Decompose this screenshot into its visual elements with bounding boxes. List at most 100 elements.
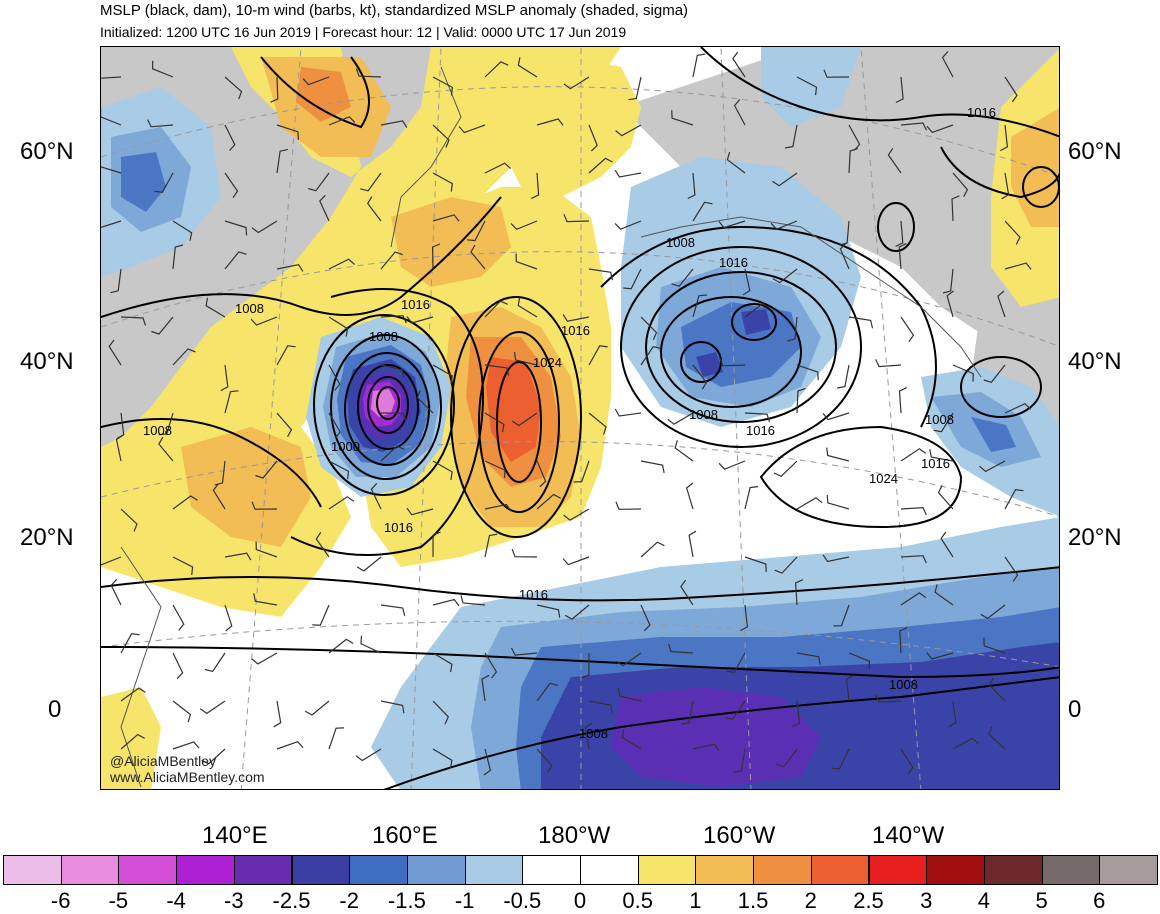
wind-barb: [224, 220, 248, 236]
wind-barb: [581, 652, 590, 679]
wind-barb: [328, 364, 341, 391]
wind-barb: [588, 157, 613, 174]
wind-barb: [826, 494, 850, 510]
wind-barb: [484, 364, 510, 376]
colorbar-tick-label: 0: [573, 888, 587, 913]
anomaly-pos-10-japan: [181, 427, 311, 547]
wind-barb: [617, 687, 642, 702]
wind-barb: [1004, 220, 1021, 245]
colorbar-cell: [1099, 855, 1158, 885]
wind-barb: [172, 220, 193, 241]
wind-barb: [900, 555, 927, 564]
wind-barb: [744, 485, 759, 510]
wind-barb: [900, 316, 915, 343]
wind-barb: [360, 172, 382, 192]
wind-barb: [875, 359, 902, 368]
wind-barb: [432, 598, 460, 607]
wind-barb: [276, 345, 296, 366]
colorbar-tick-label: 1: [689, 888, 702, 913]
wind-barb: [172, 652, 184, 680]
contour-label: 1016: [719, 255, 748, 270]
colorbar-tick-label: 4: [977, 888, 991, 913]
wind-barb: [983, 637, 1006, 654]
map-title: MSLP (black, dam), 10-m wind (barbs, kt)…: [100, 2, 689, 19]
wind-barb: [623, 268, 642, 290]
colorbar-cell: [810, 855, 870, 885]
lon-label-160w: 160°W: [703, 822, 776, 849]
colorbar-tick-label: -6: [50, 888, 71, 913]
wind-barb: [742, 268, 751, 296]
wind-barb: [942, 268, 954, 294]
wind-barb: [273, 700, 282, 728]
wind-barb: [733, 99, 746, 126]
wind-barb: [101, 166, 122, 174]
anomaly-pos-20-core: [486, 357, 541, 462]
wind-barb: [929, 449, 954, 462]
wind-barb: [726, 652, 746, 673]
wind-barb: [848, 316, 874, 329]
wind-barb: [172, 348, 196, 366]
wind-barb: [484, 503, 512, 512]
wind-barb: [900, 506, 927, 516]
wind-barb: [416, 389, 434, 414]
wind-barb: [536, 682, 558, 702]
wind-barb: [839, 242, 850, 270]
anomaly-neg-15-west: [121, 152, 166, 212]
wind-barb: [614, 220, 642, 230]
wind-barb: [536, 118, 564, 126]
wind-barb: [933, 412, 954, 433]
wind-barb: [355, 68, 382, 78]
wind-barb: [380, 445, 405, 462]
wind-barb: [688, 530, 697, 558]
wind-barb: [319, 194, 330, 222]
wind-barb: [484, 412, 505, 433]
colorbar-tick-label: -0.5: [503, 888, 542, 913]
contour-label: 1008: [889, 677, 918, 692]
wind-barb: [616, 652, 642, 667]
wind-barb: [946, 290, 954, 318]
wind-barb: [484, 652, 498, 679]
wind-barb: [460, 595, 486, 606]
wind-barb: [1000, 124, 1009, 152]
lat-label-60n-left: 60°N: [20, 138, 74, 165]
credit-site: www.AliciaMBentley.com: [110, 769, 265, 785]
wind-barb: [120, 633, 140, 654]
wind-barb: [531, 172, 540, 199]
wind-barb: [406, 316, 434, 324]
contour-label: 1016: [384, 520, 413, 535]
wind-barb: [255, 541, 278, 558]
wind-barb: [515, 253, 538, 270]
lon-label-140e: 140°E: [202, 822, 268, 849]
wind-barb: [1004, 489, 1024, 510]
wind-barb: [536, 748, 553, 773]
colorbar-cell: [1041, 855, 1101, 885]
colorbar-cell: [637, 855, 697, 885]
wind-barb: [511, 548, 538, 558]
wind-barb: [900, 592, 927, 606]
colorbar-cell: [580, 855, 639, 885]
wind-barb: [898, 387, 907, 414]
wind-barb: [732, 51, 746, 78]
wind-barb: [784, 124, 798, 149]
wind-barb: [380, 251, 403, 270]
wind-barb: [826, 447, 850, 462]
anomaly-pos-05-left-strip: [101, 687, 161, 789]
wind-barb: [432, 172, 453, 192]
wind-barb: [997, 290, 1006, 318]
wind-barb: [536, 460, 547, 488]
wind-barb: [940, 531, 954, 558]
wind-barb: [355, 748, 382, 762]
wind-barb: [937, 485, 954, 510]
wind-barb: [253, 593, 278, 606]
wind-barb: [772, 268, 798, 284]
wind-barb: [380, 315, 407, 324]
weather-map: 1016 1008 1016 1008 1016 1024 1008 1016 …: [101, 47, 1059, 789]
wind-barb: [1004, 76, 1018, 103]
wind-barb: [432, 700, 450, 725]
wind-barb: [796, 387, 806, 414]
wind-barb: [1004, 262, 1032, 270]
wind-barb: [483, 748, 492, 776]
wind-barb: [887, 147, 902, 174]
wind-barb: [614, 408, 642, 417]
anomaly-neg-05-northeast: [761, 47, 861, 127]
